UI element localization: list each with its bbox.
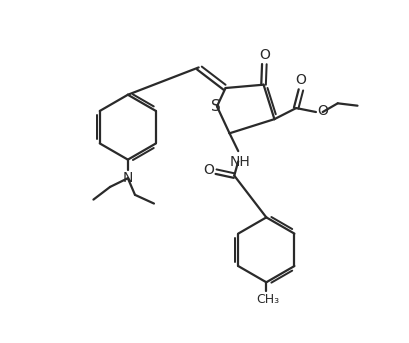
Text: S: S	[211, 99, 220, 114]
Text: O: O	[202, 163, 213, 177]
Text: CH₃: CH₃	[256, 293, 279, 306]
Text: N: N	[122, 172, 133, 186]
Text: O: O	[295, 73, 306, 87]
Text: NH: NH	[229, 155, 250, 169]
Text: O: O	[258, 48, 269, 62]
Text: O: O	[317, 104, 328, 118]
